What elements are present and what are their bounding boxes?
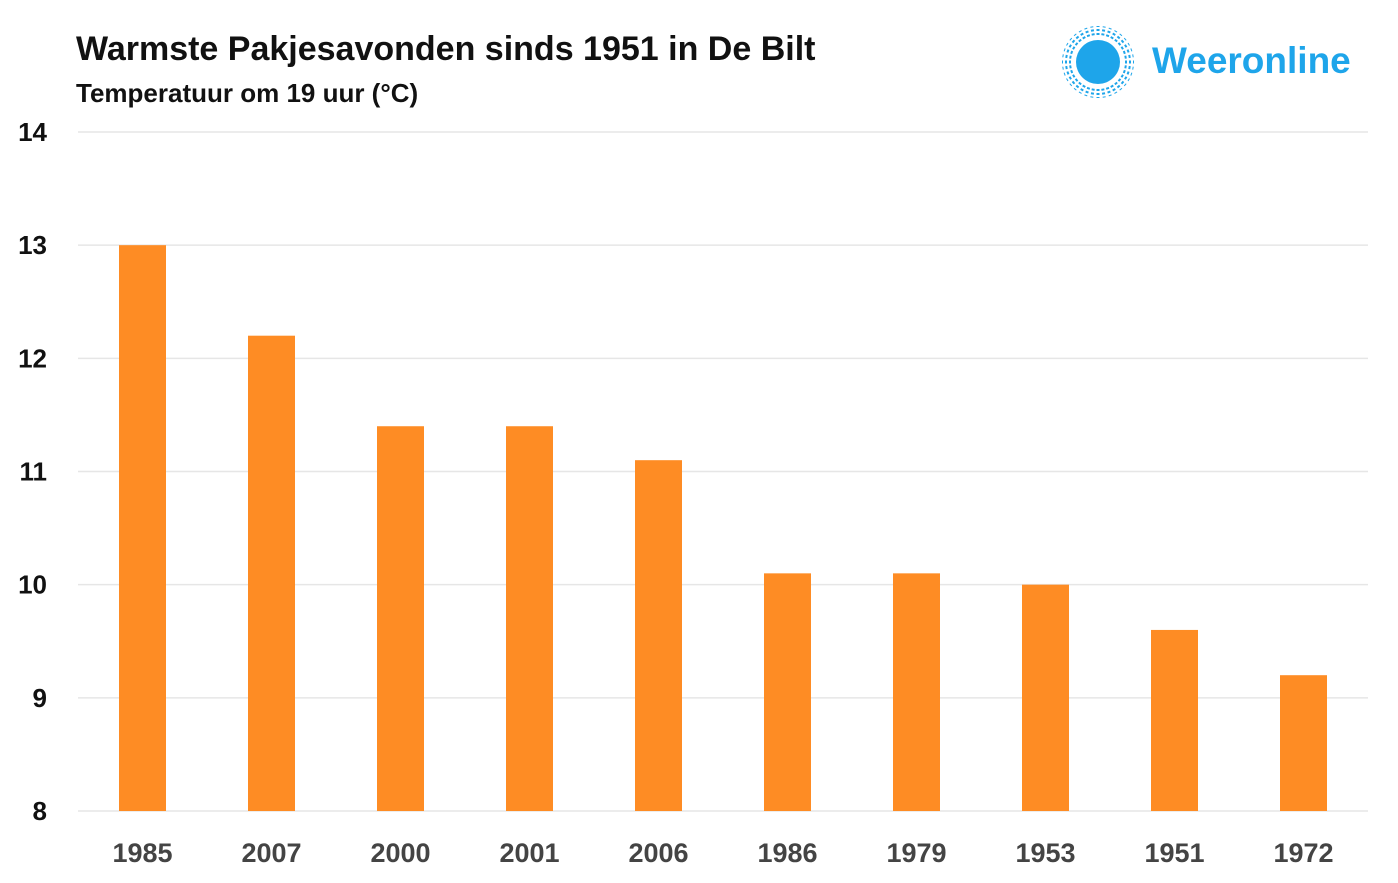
sun-ray bbox=[1110, 30, 1118, 40]
sun-ray bbox=[1069, 37, 1079, 46]
x-tick-label: 2006 bbox=[628, 838, 688, 868]
sun-ray bbox=[1122, 69, 1133, 76]
sun-ray bbox=[1090, 26, 1095, 36]
sun-ray bbox=[1122, 48, 1133, 55]
sun-ray bbox=[1105, 86, 1112, 97]
x-tick-label: 1972 bbox=[1273, 838, 1333, 868]
sun-icon bbox=[1062, 26, 1134, 98]
bars bbox=[119, 245, 1327, 811]
sun-ray bbox=[1084, 86, 1091, 97]
sun-ray bbox=[1114, 33, 1123, 43]
x-tick-label: 2007 bbox=[241, 838, 301, 868]
sun-ray bbox=[1062, 65, 1072, 70]
sun-ray bbox=[1120, 42, 1130, 50]
y-tick-label: 14 bbox=[18, 117, 47, 147]
x-tick-label: 1979 bbox=[886, 838, 946, 868]
chart-title: Warmste Pakjesavonden sinds 1951 in De B… bbox=[76, 30, 816, 68]
sun-ray bbox=[1124, 54, 1134, 59]
x-tick-label: 1986 bbox=[757, 838, 817, 868]
sun-ray bbox=[1120, 74, 1130, 82]
y-tick-label: 13 bbox=[18, 230, 47, 260]
sun-ray bbox=[1063, 69, 1074, 76]
sun-ray bbox=[1078, 84, 1086, 94]
x-tick-label: 2001 bbox=[499, 838, 559, 868]
bar-2007 bbox=[248, 335, 295, 811]
sun-ray bbox=[1066, 42, 1076, 50]
y-tick-label: 10 bbox=[18, 570, 47, 600]
x-tick-label: 1951 bbox=[1144, 838, 1204, 868]
y-axis-ticks: 8 9 10 11 12 13 14 bbox=[18, 117, 47, 826]
bar-2000 bbox=[377, 426, 424, 811]
sun-ray bbox=[1062, 54, 1072, 59]
bar-1979 bbox=[893, 573, 940, 811]
y-tick-label: 8 bbox=[33, 796, 47, 826]
sun-ray bbox=[1078, 30, 1086, 40]
brand-name: Weeronline bbox=[1152, 40, 1351, 81]
sun-ray bbox=[1066, 74, 1076, 82]
y-tick-label: 9 bbox=[33, 683, 47, 713]
y-tick-label: 12 bbox=[18, 343, 47, 373]
sun-ray bbox=[1114, 81, 1123, 91]
x-axis-ticks: 1985 2007 2000 2001 2006 1986 1979 1953 1951 1972 bbox=[112, 838, 1333, 868]
sun-ray bbox=[1105, 27, 1112, 38]
sun-ray bbox=[1101, 88, 1106, 98]
sun-ray bbox=[1117, 37, 1127, 46]
x-tick-label: 1985 bbox=[112, 838, 172, 868]
bar-1985 bbox=[119, 245, 166, 811]
chart-subtitle: Temperatuur om 19 uur (°C) bbox=[76, 78, 419, 108]
sun-ray bbox=[1117, 78, 1127, 87]
bar-1951 bbox=[1151, 629, 1198, 811]
sun-ray bbox=[1069, 78, 1079, 87]
weeronline-logo: Weeronline bbox=[1056, 24, 1376, 100]
sun-ray bbox=[1073, 81, 1082, 91]
bar-1972 bbox=[1280, 675, 1327, 811]
sun-ray bbox=[1073, 33, 1082, 43]
sun-ray bbox=[1090, 88, 1095, 98]
sun-ray bbox=[1101, 26, 1106, 36]
sun-ray bbox=[1110, 84, 1118, 94]
bar-2001 bbox=[506, 426, 553, 811]
bar-2006 bbox=[635, 460, 682, 811]
sun-ray bbox=[1063, 48, 1074, 55]
y-tick-label: 11 bbox=[20, 457, 48, 487]
sun-ray bbox=[1084, 27, 1091, 38]
bar-1986 bbox=[764, 573, 811, 811]
x-tick-label: 1953 bbox=[1015, 838, 1075, 868]
x-tick-label: 2000 bbox=[370, 838, 430, 868]
bar-1953 bbox=[1022, 584, 1069, 811]
sun-ray bbox=[1124, 65, 1134, 70]
